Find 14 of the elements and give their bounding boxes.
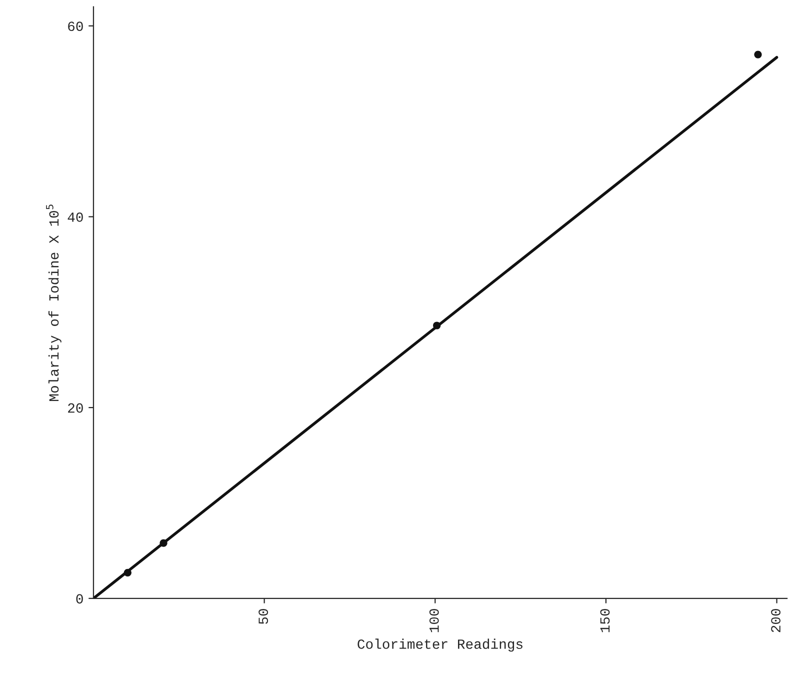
point xyxy=(433,322,441,330)
y-tick-label: 20 xyxy=(68,403,83,413)
x-tick-label: 50 xyxy=(258,608,268,624)
y-tick-label: 0 xyxy=(76,594,83,604)
y-tick-label: 40 xyxy=(68,212,83,222)
point xyxy=(160,539,168,547)
point xyxy=(754,50,762,58)
y-tick-label: 60 xyxy=(68,22,83,32)
x-tick-label: 200 xyxy=(771,608,780,632)
point xyxy=(124,568,132,576)
x-axis-title: Colorimeter Readings xyxy=(358,638,522,652)
y-axis-title: Molarity of Iodine X 10$^{5}$ xyxy=(46,204,62,401)
x-tick-label: 100 xyxy=(429,608,439,632)
x-tick-label: 150 xyxy=(600,608,610,632)
